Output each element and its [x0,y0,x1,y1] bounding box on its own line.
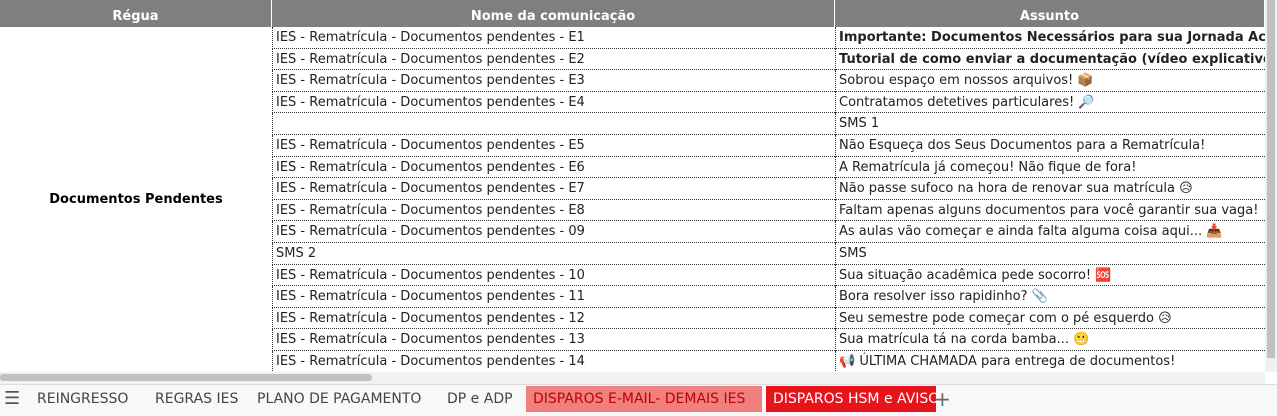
nome-cell: IES - Rematrícula - Documentos pendentes… [272,329,835,351]
sheet-tab[interactable]: DISPAROS E-MAIL- DEMAIS IES [526,386,762,412]
group-cell: Documentos Pendentes [49,192,223,208]
nome-cell: IES - Rematrícula - Documentos pendentes… [272,199,835,222]
nome-cell: IES - Rematrícula - Documentos pendentes… [272,286,835,308]
sheet-tab[interactable]: REGRAS IES [155,391,239,407]
assunto-cell: Sua matrícula tá na corda bamba... 😬 [835,329,1265,351]
assunto-cell: SMS [835,243,1265,265]
nome-cell: IES - Rematrícula - Documentos pendentes… [272,351,835,373]
column-header: Nome da comunicação [272,0,835,27]
assunto-cell: As aulas vão começar e ainda falta algum… [835,221,1265,243]
sheet-menu[interactable]: ☰ [4,388,21,409]
assunto-cell: 📢 ÚLTIMA CHAMADA para entrega de documen… [835,351,1265,373]
sheet-tab[interactable]: REINGRESSO [37,391,129,407]
sheet-tab[interactable]: PLANO DE PAGAMENTO [257,391,422,407]
nome-cell: SMS 2 [272,243,835,265]
nome-cell [272,113,835,135]
nome-cell: IES - Rematrícula - Documentos pendentes… [272,221,835,243]
assunto-cell: Contratamos detetives particulares! 🔎 [835,91,1265,114]
nome-cell: IES - Rematrícula - Documentos pendentes… [272,307,835,330]
nome-cell: IES - Rematrícula - Documentos pendentes… [272,27,835,49]
nome-cell: IES - Rematrícula - Documentos pendentes… [272,70,835,92]
assunto-cell: Sua situação acadêmica pede socorro! 🆘 [835,264,1265,287]
nome-cell: IES - Rematrícula - Documentos pendentes… [272,178,835,200]
column-header: Assunto [835,0,1265,27]
sheet-tab[interactable]: DP e ADP [447,391,513,407]
column-header: Régua [0,0,272,27]
assunto-cell: Tutorial de como enviar a documentação (… [835,48,1265,71]
assunto-cell: Importante: Documentos Necessários para … [835,27,1265,49]
assunto-cell: Bora resolver isso rapidinho? 📎 [835,286,1265,308]
assunto-cell: A Rematrícula já começou! Não fique de f… [835,156,1265,179]
nome-cell: IES - Rematrícula - Documentos pendentes… [272,264,835,287]
nome-cell: IES - Rematrícula - Documentos pendentes… [272,48,835,71]
v-scroll-thumb[interactable] [1267,0,1275,358]
add-sheet[interactable]: + [934,387,951,411]
assunto-cell: Faltam apenas alguns documentos para voc… [835,199,1265,222]
nome-cell: IES - Rematrícula - Documentos pendentes… [272,91,835,114]
assunto-cell: Não Esqueça dos Seus Documentos para a R… [835,135,1265,157]
h-scroll-thumb[interactable] [0,374,372,381]
nome-cell: IES - Rematrícula - Documentos pendentes… [272,135,835,157]
assunto-cell: Seu semestre pode começar com o pé esque… [835,307,1265,330]
sheet-tab[interactable]: DISPAROS HSM e AVISO [766,386,936,412]
assunto-cell: Não passe sufoco na hora de renovar sua … [835,178,1265,200]
nome-cell: IES - Rematrícula - Documentos pendentes… [272,156,835,179]
assunto-cell: Sobrou espaço em nossos arquivos! 📦 [835,70,1265,92]
assunto-cell: SMS 1 [835,113,1265,135]
